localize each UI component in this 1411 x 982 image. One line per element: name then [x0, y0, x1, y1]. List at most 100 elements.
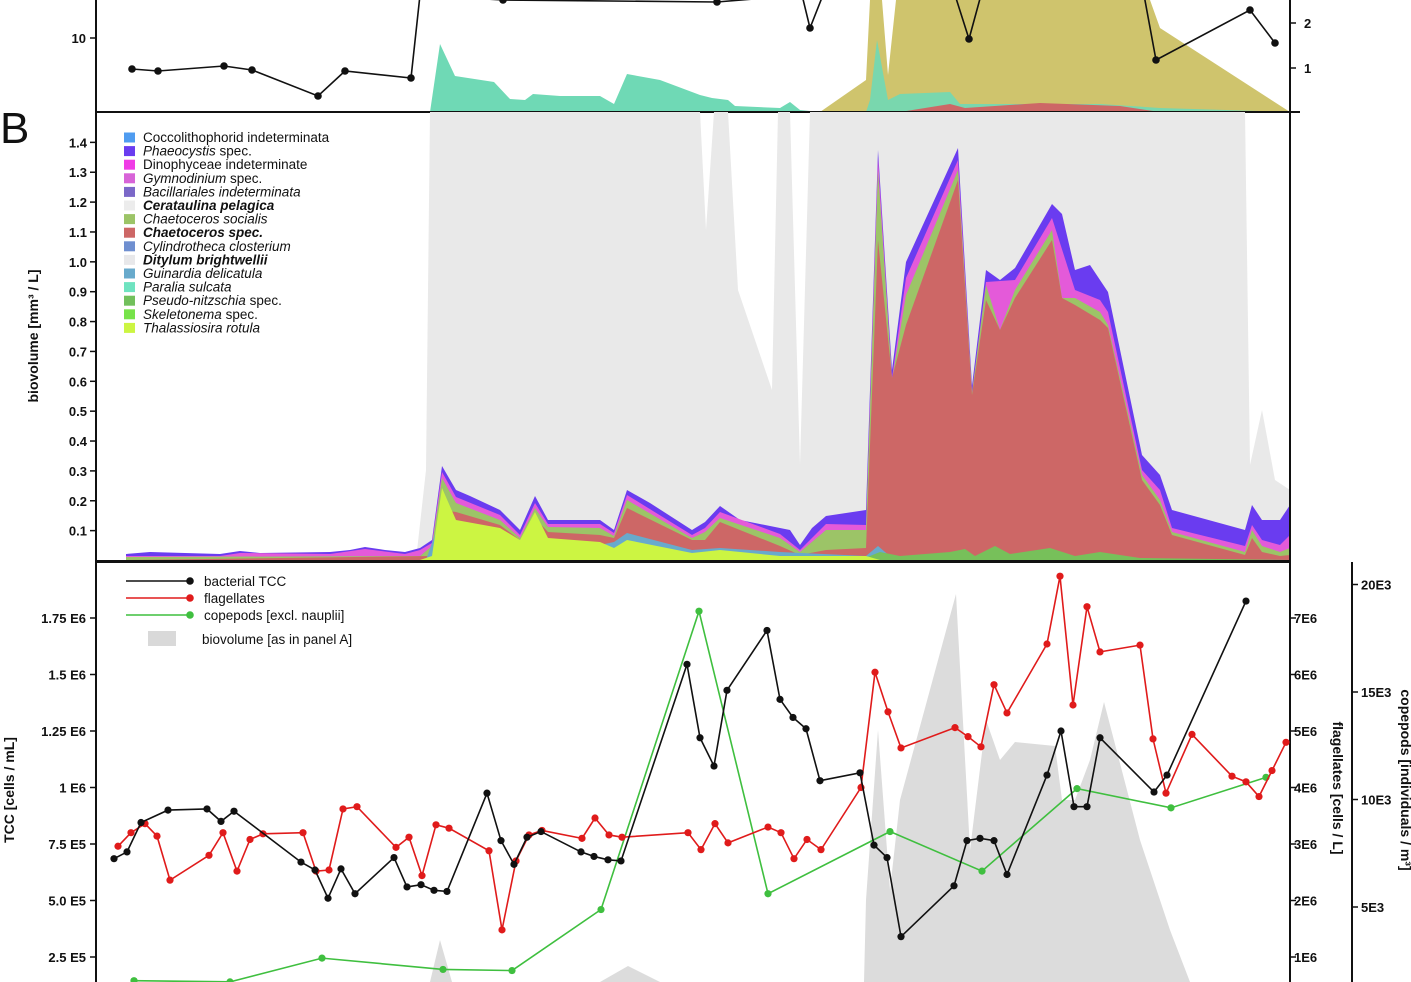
panel-b-thalassiosira-area: [420, 488, 880, 560]
legend-label-5: Cerataulina pelagica: [143, 198, 275, 213]
panel-c-point-1-4: [166, 876, 174, 884]
panel-c-right1-label-4: 5E6: [1294, 724, 1317, 739]
panel-c-point-1-21: [498, 926, 506, 934]
panel-c-point-0-0: [110, 855, 118, 863]
legend-label-11: Paralia sulcata: [143, 280, 232, 295]
panel-c-point-2-5: [597, 905, 605, 914]
panel-c-point-1-41: [897, 744, 905, 752]
panel-a-teal-area-2: [866, 40, 1290, 112]
panel-a-marker-0: [128, 65, 136, 73]
panel-c-point-0-19: [510, 860, 518, 868]
panel-c-point-1-6: [219, 829, 227, 837]
panel-c-point-1-56: [1228, 772, 1236, 780]
panel-b-ytick-label-4: 0.5: [69, 404, 87, 419]
panel-b-label: B: [0, 104, 29, 153]
panel-c-point-1-16: [405, 833, 413, 841]
panel-c-point-0-30: [763, 626, 771, 635]
panel-c-left-label-3: 1 E6: [59, 781, 86, 796]
panel-c-point-1-48: [1056, 572, 1064, 580]
legend-swatch-12: [124, 295, 135, 306]
panel-c-point-0-36: [870, 841, 878, 849]
panel-c-point-0-50: [1163, 771, 1171, 779]
panel-c-ylabel-left: TCC [cells / mL]: [1, 737, 17, 843]
panel-c-point-0-24: [604, 856, 612, 864]
panel-c-line-0: [113, 600, 1247, 939]
legend-cope-marker: [186, 611, 194, 619]
panel-c-point-2-11: [1167, 804, 1175, 812]
panel-c-point-2-3: [439, 965, 447, 974]
legend-swatch-3: [124, 173, 135, 184]
panel-c-point-0-44: [1043, 771, 1051, 779]
panel-a-marker-18: [1246, 6, 1254, 14]
panel-a-marker-14: [965, 35, 973, 43]
legend-label-8: Cylindrotheca closterium: [143, 239, 291, 254]
panel-c-point-1-19: [445, 824, 453, 832]
panel-a-marker-2: [220, 62, 228, 70]
panel-c-point-1-51: [1096, 648, 1104, 656]
legend-swatch-10: [124, 268, 135, 279]
legend-label-13: Skeletonema spec.: [143, 307, 258, 322]
panel-c-point-1-32: [724, 839, 732, 847]
panel-c-point-0-32: [789, 713, 797, 722]
panel-c-point-1-45: [990, 681, 998, 689]
legend-label-10: Guinardia delicatula: [143, 266, 263, 281]
panel-c-point-0-35: [856, 769, 864, 777]
panel-c-point-0-31: [776, 695, 784, 703]
panel-b-ytick-label-8: 0.9: [69, 285, 87, 300]
panel-c-point-2-1: [226, 978, 234, 982]
panel-c-point-1-60: [1282, 738, 1290, 746]
panel-c-right1-label-3: 4E6: [1294, 781, 1317, 796]
panel-c-series-group: [110, 572, 1290, 982]
panel-b-legend: Coccolithophorid indeterminataPhaeocysti…: [124, 130, 330, 335]
panel-c-point-0-51: [1242, 597, 1250, 605]
panel-c-point-1-18: [432, 821, 440, 829]
panel-a-ytick-left: 10: [72, 31, 86, 46]
panel-a-red-strip: [900, 103, 1160, 112]
panel-c-point-1-46: [1003, 709, 1011, 717]
panel-b-ytick-label-10: 1.1: [69, 225, 87, 240]
panel-c-point-0-43: [1003, 870, 1011, 879]
legend-swatch-14: [124, 322, 135, 333]
panel-c-point-0-45: [1057, 727, 1065, 735]
panel-c-point-1-55: [1188, 730, 1196, 738]
panel-a-ytick-right-1: 1: [1304, 61, 1311, 76]
panel-c-point-1-31: [711, 820, 719, 828]
legend-swatch-2: [124, 159, 135, 170]
panel-c-point-2-4: [508, 966, 516, 975]
panel-a-series-line: [131, 0, 1276, 97]
panel-c-point-0-7: [297, 858, 305, 866]
panel-a: 10 2 1: [72, 0, 1311, 113]
panel-c-point-1-20: [485, 847, 493, 855]
panel-c-point-1-5: [205, 851, 213, 859]
panel-c-biovolume-area: [430, 594, 1190, 982]
panel-c-point-1-34: [777, 829, 785, 837]
panel-c-point-0-11: [351, 890, 359, 898]
legend-swatch-11: [124, 282, 135, 293]
panel-c-point-1-35: [790, 855, 798, 863]
panel-c-point-0-21: [537, 827, 545, 836]
panel-b-ytick-label-11: 1.2: [69, 195, 87, 210]
panel-c-point-1-52: [1136, 641, 1144, 649]
legend-label-12: Pseudo-nitzschia spec.: [143, 293, 282, 308]
panel-c-point-1-14: [353, 803, 361, 811]
panel-c-point-1-12: [325, 866, 333, 874]
panel-c-point-0-33: [802, 725, 810, 733]
panel-b-ytick-group: 0.1 0.2 0.3 0.4 0.5 0.6 0.7 0.8 0.9 1.0 1.1 1.2 1.3 1…: [69, 135, 96, 539]
panel-c-tick-group: 2.5 E5 5.0 E5 7.5 E5 1 E6 1.25 E6 1.5 E6 1.75 …: [41, 578, 1391, 966]
panel-c-point-1-58: [1255, 792, 1263, 801]
legend-tcc-label: bacterial TCC: [204, 574, 287, 589]
panel-c-point-0-9: [324, 894, 332, 902]
panel-c-point-0-8: [311, 866, 319, 874]
panel-c-point-0-12: [390, 853, 398, 862]
panel-a-marker-19: [1271, 39, 1279, 47]
panel-c-point-0-22: [577, 848, 585, 856]
panel-a-marker-3: [248, 66, 256, 74]
panel-c-left-label-0: 2.5 E5: [48, 950, 86, 965]
panel-a-markers: [128, 0, 1279, 100]
panel-c-point-0-49: [1150, 788, 1158, 796]
panel-c-point-0-38: [897, 933, 905, 941]
panel-c-point-1-44: [977, 743, 985, 751]
panel-c-point-0-39: [950, 882, 958, 890]
legend-swatch-7: [124, 227, 135, 238]
